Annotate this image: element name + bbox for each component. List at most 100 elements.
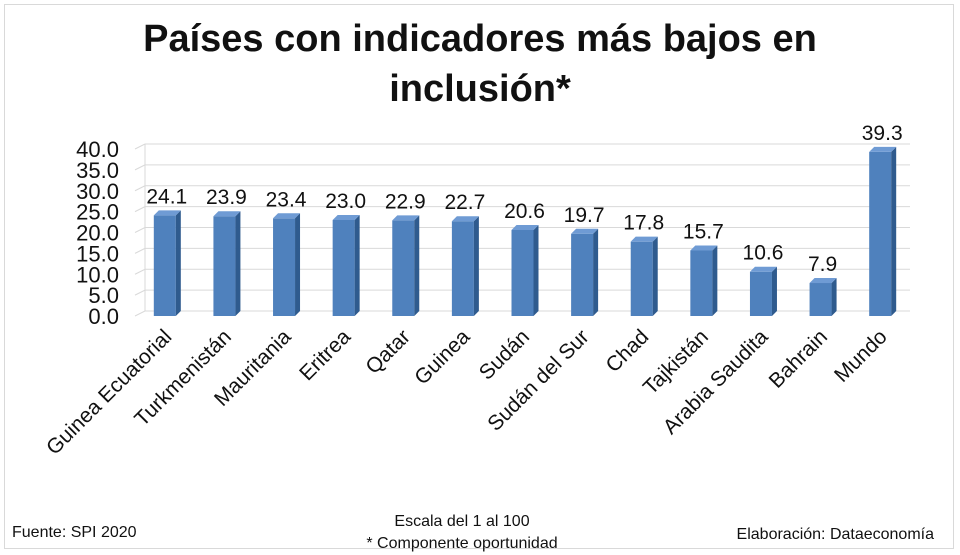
y-tick-label: 0.0 bbox=[88, 304, 119, 329]
gridline-edge bbox=[134, 247, 146, 254]
bar bbox=[153, 210, 181, 316]
bar-front bbox=[273, 218, 296, 316]
y-tick-label: 20.0 bbox=[76, 221, 119, 246]
data-label: 39.3 bbox=[862, 122, 903, 145]
bar-side bbox=[295, 213, 301, 316]
bar-side bbox=[891, 146, 897, 316]
y-tick-label: 40.0 bbox=[76, 137, 119, 162]
bar-side bbox=[414, 215, 420, 316]
bar-side bbox=[533, 224, 539, 316]
gridline-edge bbox=[134, 206, 146, 213]
x-tick-label: Arabia Saudita bbox=[659, 325, 773, 439]
data-label: 10.6 bbox=[743, 242, 784, 265]
bar bbox=[630, 236, 658, 316]
bar-top bbox=[809, 278, 837, 284]
bar-front bbox=[392, 220, 415, 316]
source-note: Fuente: SPI 2020 bbox=[12, 524, 137, 541]
data-label: 23.9 bbox=[206, 186, 247, 209]
y-tick-label: 15.0 bbox=[76, 241, 119, 266]
bar-front bbox=[451, 221, 474, 316]
bar-top bbox=[690, 245, 718, 251]
bar bbox=[571, 228, 599, 316]
bar bbox=[273, 213, 301, 316]
gridline-edge bbox=[134, 268, 146, 275]
chart-title-line-2: inclusión* bbox=[389, 68, 571, 110]
y-tick-label: 5.0 bbox=[88, 283, 119, 308]
data-label: 23.0 bbox=[325, 190, 366, 213]
gridline-edge bbox=[134, 310, 146, 317]
data-label: 15.7 bbox=[683, 220, 724, 243]
bar bbox=[690, 245, 718, 316]
y-tick-label: 10.0 bbox=[76, 262, 119, 287]
chart-title-line-1: Países con indicadores más bajos en bbox=[143, 18, 817, 60]
bar-top bbox=[392, 215, 420, 221]
data-label: 23.4 bbox=[266, 188, 307, 211]
bar-side bbox=[831, 278, 837, 316]
bar-front bbox=[511, 229, 534, 316]
bar-side bbox=[235, 211, 241, 316]
data-label: 19.7 bbox=[564, 204, 605, 227]
bar bbox=[451, 216, 479, 316]
data-label: 20.6 bbox=[504, 200, 545, 223]
gridline-edge bbox=[134, 185, 146, 192]
bar-top bbox=[630, 236, 658, 242]
bar-top bbox=[213, 211, 241, 217]
x-tick-label: Bahrain bbox=[765, 325, 832, 392]
bar-side bbox=[473, 216, 479, 316]
bar-side bbox=[771, 266, 777, 316]
y-tick-label: 25.0 bbox=[76, 200, 119, 225]
gridline-edge bbox=[134, 143, 146, 150]
x-tick-label: Guinea bbox=[410, 325, 474, 389]
bar-top bbox=[869, 146, 897, 152]
bar-front bbox=[809, 283, 832, 316]
gridline-edge bbox=[134, 164, 146, 171]
bar-top bbox=[153, 210, 181, 216]
chart-frame bbox=[4, 4, 954, 549]
scale-text: Escala del 1 al 100 bbox=[394, 513, 530, 530]
data-label: 22.7 bbox=[444, 191, 485, 214]
x-tick-label: Qatar bbox=[361, 325, 414, 378]
bar-front bbox=[332, 219, 355, 316]
bar-top bbox=[451, 216, 479, 222]
bar bbox=[749, 266, 777, 316]
x-tick-label: Sudán bbox=[475, 325, 534, 384]
x-tick-label: Mundo bbox=[830, 325, 892, 387]
bar-front bbox=[690, 250, 713, 316]
gridline-edge bbox=[134, 227, 146, 233]
bar-top bbox=[571, 228, 599, 234]
y-tick-label: 30.0 bbox=[76, 179, 119, 204]
scale-note: Escala del 1 al 100 * Componente oportun… bbox=[0, 511, 924, 555]
bar-front bbox=[213, 216, 236, 316]
bar-top bbox=[511, 224, 539, 230]
bar-side bbox=[354, 214, 360, 316]
bar bbox=[392, 215, 420, 316]
bar bbox=[809, 278, 837, 316]
bar-front bbox=[153, 215, 176, 316]
bar bbox=[332, 214, 360, 316]
bar-side bbox=[652, 236, 658, 316]
bar bbox=[213, 211, 241, 316]
credit-note: Elaboración: Dataeconomía bbox=[736, 526, 934, 543]
bar-front bbox=[869, 151, 892, 316]
bar bbox=[511, 224, 539, 316]
bar bbox=[869, 146, 897, 316]
bar-side bbox=[175, 210, 181, 316]
component-note: * Componente oportunidad bbox=[366, 535, 558, 552]
data-label: 24.1 bbox=[146, 185, 187, 208]
bar-top bbox=[273, 213, 301, 219]
chart-title: Países con indicadores más bajos en incl… bbox=[0, 14, 960, 114]
bar-side bbox=[712, 245, 718, 316]
bar-front bbox=[749, 271, 772, 316]
y-tick-label: 35.0 bbox=[76, 158, 119, 183]
bar-top bbox=[332, 214, 360, 220]
x-tick-label: Eritrea bbox=[295, 325, 355, 385]
data-label: 22.9 bbox=[385, 190, 426, 213]
bar-front bbox=[630, 241, 653, 316]
x-tick-label: Chad bbox=[602, 325, 654, 377]
gridline-edge bbox=[134, 289, 146, 296]
bar-front bbox=[571, 233, 594, 316]
data-label: 17.8 bbox=[623, 212, 664, 235]
data-label: 7.9 bbox=[808, 253, 837, 276]
bar-side bbox=[593, 228, 599, 316]
